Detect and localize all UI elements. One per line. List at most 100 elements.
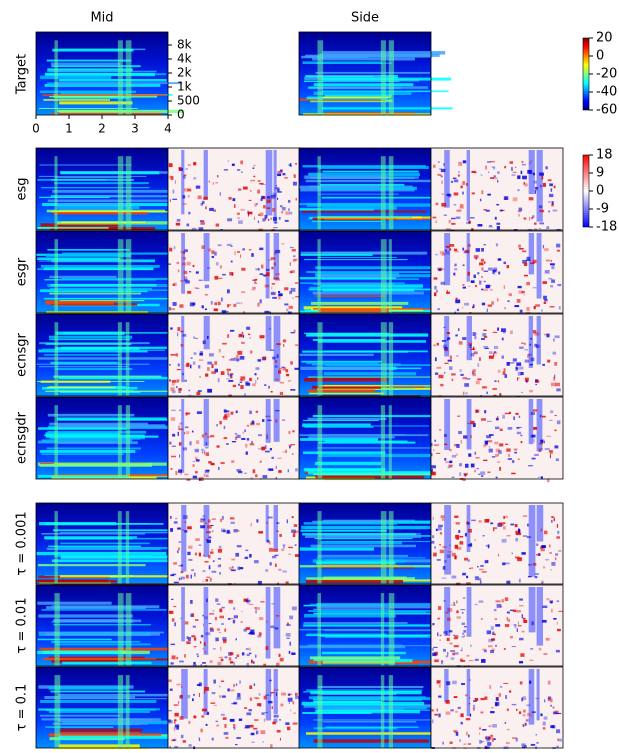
spectrogram-band (39, 647, 171, 651)
difference-speck (264, 310, 270, 314)
difference-speck (278, 293, 283, 297)
spectrogram-band (40, 75, 112, 80)
difference-stripe (203, 587, 209, 655)
difference-speck (255, 697, 260, 700)
difference-speck (440, 268, 445, 270)
difference-speck (276, 522, 280, 525)
difference-speck (268, 541, 271, 545)
difference-speck (293, 258, 298, 261)
difference-speck (248, 603, 254, 606)
difference-speck (457, 415, 461, 417)
difference-speck (437, 606, 442, 611)
difference-speck (525, 259, 531, 261)
difference-speck (517, 285, 522, 289)
difference-speck (171, 445, 176, 447)
difference-speck (205, 474, 209, 478)
spectrogram (35, 147, 182, 231)
difference-speck (208, 353, 214, 357)
difference-speck (478, 732, 481, 735)
difference-speck (270, 744, 273, 748)
difference-speck (510, 523, 515, 526)
spectrogram-band (51, 211, 171, 213)
spectrogram-band (306, 577, 416, 580)
difference-speck (492, 724, 497, 728)
spectrogram-band (47, 430, 147, 434)
difference-speck (176, 385, 178, 389)
difference-speck (289, 641, 292, 646)
difference-speck (490, 522, 494, 525)
difference-speck (208, 554, 211, 559)
difference-speck (440, 383, 444, 387)
difference-speck (192, 475, 198, 479)
difference-speck (445, 630, 448, 635)
difference-speck (258, 531, 264, 534)
difference-speck (483, 459, 488, 462)
difference-speck (555, 458, 559, 462)
spectrogram-band (300, 529, 387, 532)
difference-speck (441, 577, 447, 579)
difference-speck (202, 515, 206, 518)
difference-speck (208, 536, 212, 539)
difference-speck (256, 519, 259, 523)
difference-speck (470, 463, 475, 468)
difference-speck (438, 713, 441, 718)
difference-speck (488, 351, 493, 354)
difference-speck (249, 697, 253, 701)
difference-speck (453, 730, 458, 733)
difference-speck (449, 366, 453, 371)
difference-speck (271, 266, 274, 270)
difference-speck (209, 207, 214, 211)
difference-speck (295, 692, 298, 697)
difference-speck (488, 448, 493, 453)
difference-speck (436, 366, 442, 369)
difference-speck (226, 443, 229, 445)
difference-speck (183, 188, 187, 192)
difference-speck (251, 289, 256, 291)
spectrogram-band (319, 183, 405, 186)
difference-speck (207, 335, 209, 339)
difference-speck (188, 545, 193, 549)
difference-speck (556, 600, 560, 603)
difference-speck (195, 538, 200, 541)
difference-speck (292, 430, 295, 433)
difference-speck (475, 380, 480, 385)
difference-speck (492, 388, 497, 390)
difference-speck (266, 620, 268, 624)
difference-speck (207, 367, 210, 371)
difference-speck (230, 373, 234, 376)
difference-speck (495, 243, 499, 247)
difference-speck (491, 648, 495, 652)
difference-speck (540, 713, 543, 717)
difference-speck (454, 544, 459, 549)
spectrogram-band (45, 254, 132, 257)
difference-speck (541, 175, 544, 180)
difference-speck (465, 694, 468, 697)
difference-speck (249, 652, 252, 655)
spectrogram (35, 396, 182, 480)
difference-speck (185, 280, 190, 284)
difference-speck (245, 599, 251, 603)
spectrogram-onset (388, 593, 395, 666)
difference-speck (179, 422, 183, 425)
difference-speck (266, 268, 270, 271)
spectrogram-band (305, 579, 404, 584)
difference-speck (213, 210, 217, 212)
difference-speck (535, 554, 541, 556)
difference-stripe (466, 505, 471, 552)
difference-speck (173, 727, 176, 732)
spectrogram-band (36, 551, 167, 556)
spectrogram-band (42, 94, 167, 96)
colorbar-tick-label: -20 (596, 67, 617, 82)
spectrogram-band (55, 331, 125, 335)
spectrogram-onset (117, 511, 122, 584)
difference-speck (443, 163, 445, 167)
difference-speck (290, 444, 296, 446)
difference-speck (474, 469, 476, 473)
spectrogram-band (55, 368, 133, 371)
difference-speck (531, 434, 536, 438)
difference-speck (444, 362, 449, 364)
difference-speck (463, 630, 467, 633)
difference-speck (266, 272, 270, 277)
difference-stripe (203, 233, 210, 282)
difference-speck (254, 654, 257, 658)
